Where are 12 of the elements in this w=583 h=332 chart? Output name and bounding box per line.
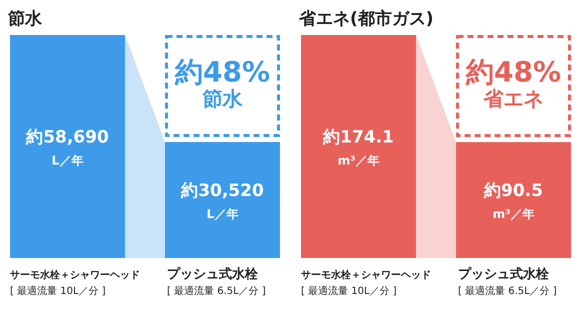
data-label: 約174.1 m³／年 (322, 128, 394, 168)
x-tick-label: プッシュ式水栓 [ 最適流量 6.5L／分 ] (167, 266, 266, 297)
chart-title: 省エネ(都市ガス) (298, 9, 434, 29)
chart-title: 節水 (7, 9, 43, 29)
data-label: 約30,520 L／年 (180, 181, 264, 222)
annotation: 約48% 節水 (174, 56, 270, 111)
data-label: 約90.5 m³／年 (483, 181, 543, 222)
x-tick-label: プッシュ式水栓 [ 最適流量 6.5L／分 ] (458, 266, 557, 297)
annotation: 約48% 省エネ (464, 56, 562, 111)
x-tick-label: サーモ水栓＋シャワーヘッド [ 最適流量 10L／分 ] (10, 269, 140, 297)
x-tick-label: サーモ水栓＋シャワーヘッド [ 最適流量 10L／分 ] (301, 269, 431, 297)
data-label: 約58,690 L／年 (25, 128, 109, 168)
